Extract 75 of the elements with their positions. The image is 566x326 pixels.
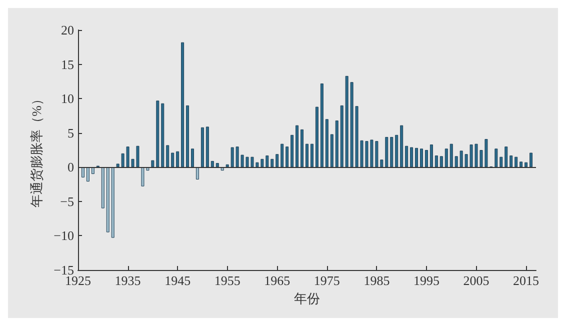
bar: [171, 152, 174, 168]
bar: [444, 148, 448, 168]
bar: [514, 156, 518, 168]
bar: [510, 155, 513, 168]
y-tick-label: 0: [68, 160, 74, 175]
x-axis-title: 年份: [294, 291, 320, 306]
bar: [151, 160, 154, 168]
bar: [216, 163, 219, 168]
bar: [430, 144, 433, 168]
bar: [325, 119, 328, 168]
bar: [524, 162, 528, 168]
bar: [520, 162, 523, 168]
x-tick-label: 1985: [364, 273, 390, 288]
bar: [330, 134, 334, 168]
bar: [410, 147, 414, 168]
bar: [270, 158, 274, 168]
bar: [226, 164, 229, 168]
x-tick-label: 1945: [164, 273, 191, 288]
bar: [101, 167, 104, 208]
x-tick-label: 1965: [264, 273, 290, 288]
bar: [306, 144, 308, 168]
y-tick-label: −5: [60, 194, 74, 209]
bar: [286, 146, 289, 168]
bar: [156, 100, 160, 168]
x-tick-label: 1955: [214, 273, 240, 288]
bar: [191, 148, 194, 168]
bar: [206, 126, 209, 168]
bar: [81, 167, 84, 178]
bar: [390, 136, 394, 168]
y-axis-title: 年通货膨胀率（%）: [28, 92, 44, 208]
bar: [530, 152, 533, 168]
bar: [161, 103, 164, 168]
bar: [200, 127, 204, 168]
bar: [320, 83, 324, 168]
x-tick-label: 1975: [314, 273, 340, 288]
y-tick-label: 10: [61, 91, 74, 106]
y-tick-label: −10: [54, 228, 74, 244]
bar: [196, 167, 199, 180]
bar: [420, 148, 423, 168]
bar: [385, 136, 388, 168]
bar: [440, 156, 443, 168]
bar: [111, 167, 114, 238]
x-tick-label: 2015: [513, 273, 540, 288]
bar: [310, 144, 314, 168]
bar: [504, 146, 508, 168]
x-tick-label: 1935: [114, 273, 141, 288]
bar: [395, 134, 398, 168]
bar: [300, 129, 304, 168]
y-tick-label: 20: [61, 22, 74, 38]
bar: [335, 120, 338, 168]
bar: [424, 150, 428, 168]
bar: [166, 145, 170, 168]
bar: [176, 151, 180, 168]
bar: [450, 144, 453, 168]
bar: [210, 160, 214, 168]
bar: [434, 155, 438, 168]
bar: [181, 42, 184, 168]
y-tick-label: 15: [61, 56, 74, 72]
bar: [276, 154, 279, 168]
bar: [296, 125, 299, 168]
bar: [280, 144, 284, 168]
y-tick-label: 5: [68, 125, 74, 140]
bar: [106, 167, 110, 232]
bar: [415, 148, 418, 168]
bar: [340, 105, 344, 168]
bar: [86, 167, 90, 182]
bar: [290, 134, 294, 168]
x-tick-label: 2005: [463, 273, 490, 288]
bar: [315, 106, 318, 168]
bar: [186, 105, 190, 168]
bar: [405, 146, 408, 168]
bar: [454, 156, 458, 168]
bar: [500, 156, 503, 168]
bar: [400, 125, 404, 168]
x-tick-label: 1995: [413, 273, 440, 288]
